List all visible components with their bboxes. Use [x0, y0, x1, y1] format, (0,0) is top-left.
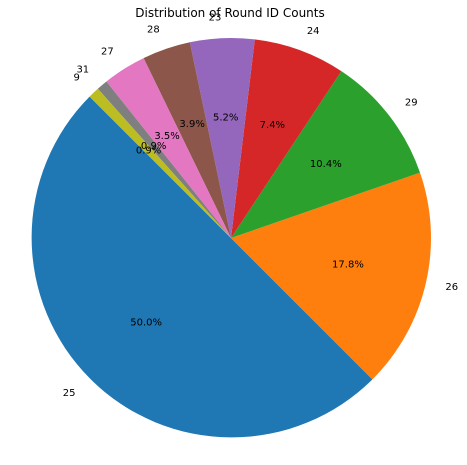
pie-category-labels: 25 26 29 24 23 28 27 319: [63, 13, 458, 399]
pie-percent-label-23: 5.2%: [213, 113, 238, 124]
pie-percent-labels: 50.0%17.8%10.4%7.4%5.2%3.9%3.5%0.9%0.9%: [130, 113, 364, 329]
pie-slice-28: [143, 42, 231, 238]
pie-category-label-25: 25: [63, 388, 76, 399]
pie-category-label-28: 28: [147, 24, 160, 35]
pie-percent-label-25: 50.0%: [130, 317, 162, 328]
pie-category-label-26: 26: [445, 282, 458, 293]
pie-slice-26: [231, 172, 431, 380]
pie-slice-23: [189, 37, 255, 238]
pie-slices: [31, 37, 431, 438]
pie-percent-label-28: 3.9%: [179, 119, 204, 130]
pie-category-label-31: 31: [76, 64, 89, 75]
pie-category-label-9: 9: [74, 73, 80, 84]
chart-title: Distribution of Round ID Counts: [135, 6, 324, 20]
pie-percent-label-31: 0.9%: [141, 141, 166, 152]
pie-slice-31: [97, 81, 231, 239]
pie-slice-9: [89, 88, 231, 238]
pie-percent-label-26: 17.8%: [332, 259, 364, 270]
pie-percent-label-24: 7.4%: [260, 120, 285, 131]
pie-percent-label-9: 0.9%: [136, 145, 161, 156]
pie-category-label-24: 24: [307, 26, 320, 37]
pie-slice-27: [106, 58, 231, 239]
pie-slice-25: [31, 96, 373, 438]
pie-category-label-23: 23: [209, 13, 222, 24]
pie-percent-label-27: 3.5%: [154, 131, 179, 142]
pie-category-label-29: 29: [405, 98, 418, 109]
pie-slice-24: [231, 39, 342, 238]
pie-percent-label-29: 10.4%: [310, 159, 342, 170]
pie-slice-29: [231, 71, 421, 239]
pie-category-label-27: 27: [101, 46, 114, 57]
